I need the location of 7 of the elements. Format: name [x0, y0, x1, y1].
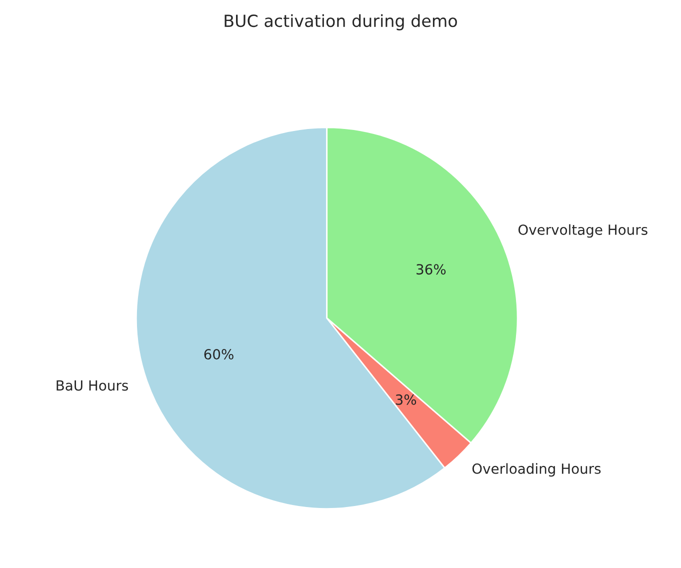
- chart-title: BUC activation during demo: [224, 14, 457, 30]
- slice-label: Overvoltage Hours: [518, 224, 648, 238]
- slice-label: BaU Hours: [56, 380, 128, 391]
- data-label: 3%: [396, 394, 416, 405]
- data-label: 36%: [416, 264, 446, 275]
- slice-label: Overloading Hours: [472, 463, 601, 477]
- data-label: 60%: [204, 349, 234, 360]
